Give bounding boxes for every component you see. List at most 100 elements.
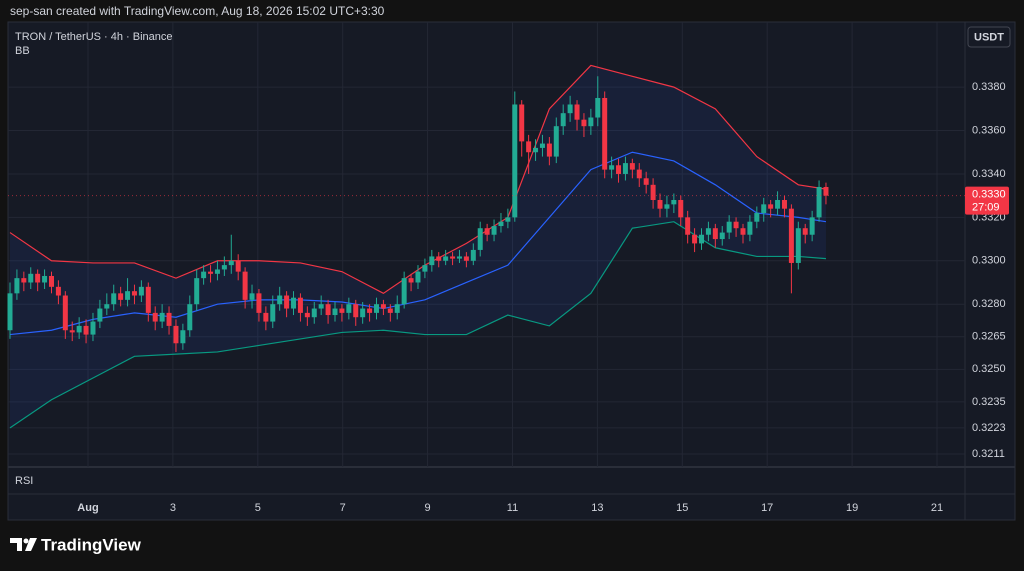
last-price-label: 0.3330	[972, 189, 1006, 201]
y-tick-label: 0.3211	[972, 448, 1005, 460]
candle-body	[470, 249, 476, 261]
candle-body	[380, 304, 386, 309]
candle-body	[339, 308, 345, 313]
candle-body	[761, 204, 767, 214]
candle-body	[602, 97, 608, 170]
candle-body	[692, 234, 698, 244]
candle-body	[55, 286, 61, 296]
candle-body	[699, 234, 704, 244]
candle-body	[90, 321, 96, 335]
x-tick-label: 15	[676, 502, 688, 514]
candle-body	[768, 204, 774, 209]
chart-panel	[7, 21, 1016, 521]
candle-body	[512, 104, 518, 218]
candle-body	[263, 312, 269, 322]
candle-body	[242, 271, 248, 300]
candle-body	[477, 228, 483, 250]
candle-body	[360, 308, 366, 318]
candle-body	[788, 208, 794, 263]
candle-body	[422, 265, 428, 272]
candle-body	[450, 256, 456, 259]
candle-body	[567, 104, 573, 114]
x-tick-label: 17	[761, 502, 773, 514]
candle-body	[97, 308, 103, 322]
candle-body	[463, 256, 469, 261]
candle-body	[456, 256, 462, 259]
candle-body	[35, 273, 41, 283]
candle-body	[284, 295, 290, 309]
candle-body	[304, 312, 310, 318]
candle-body	[208, 271, 214, 274]
candle-body	[781, 200, 787, 209]
candle-body	[187, 304, 193, 331]
candle-body	[291, 297, 297, 309]
candle-body	[346, 304, 352, 313]
candle-body	[14, 278, 20, 294]
candle-body	[816, 186, 822, 218]
candle-body	[373, 304, 379, 313]
candle-body	[588, 117, 594, 127]
x-tick-label: 19	[846, 502, 858, 514]
candle-body	[595, 97, 601, 118]
candle-body	[740, 228, 746, 235]
candle-body	[415, 271, 421, 283]
candle-body	[83, 325, 89, 335]
candle-body	[733, 221, 739, 229]
candle-body	[643, 178, 649, 185]
candle-body	[256, 293, 262, 313]
candle-body	[214, 269, 220, 274]
candle-body	[145, 286, 151, 313]
candle-body	[622, 163, 628, 174]
candle-body	[491, 226, 497, 235]
candle-body	[650, 184, 656, 200]
candle-body	[629, 163, 635, 170]
x-tick-label: 13	[591, 502, 603, 514]
candle-body	[754, 213, 760, 222]
countdown-label: 27:09	[972, 202, 1000, 214]
candle-body	[443, 256, 449, 261]
candle-body	[574, 104, 580, 120]
y-tick-label: 0.3223	[972, 422, 1006, 434]
candle-body	[581, 119, 587, 127]
candle-body	[802, 228, 808, 235]
brand-text: TradingView	[41, 535, 142, 554]
candle-body	[48, 275, 54, 287]
candle-body	[131, 291, 137, 296]
candle-body	[505, 217, 511, 222]
candle-body	[311, 308, 317, 318]
candle-body	[560, 113, 566, 127]
logo-icon	[25, 538, 37, 551]
y-tick-label: 0.3250	[972, 363, 1006, 375]
x-tick-label: 21	[931, 502, 943, 514]
candle-body	[726, 221, 732, 233]
candle-body	[76, 325, 82, 333]
candle-body	[104, 304, 110, 309]
candle-body	[795, 228, 801, 263]
candle-body	[297, 297, 303, 313]
last-price-tag	[965, 186, 1009, 215]
candle-body	[28, 273, 34, 283]
currency-button[interactable]	[967, 26, 1011, 48]
candle-body	[809, 217, 815, 235]
y-tick-label: 0.3340	[972, 168, 1006, 180]
logo-icon	[10, 538, 22, 551]
candle-body	[387, 308, 393, 313]
candle-body	[533, 147, 539, 153]
candle-body	[747, 221, 753, 235]
candle-body	[539, 143, 545, 148]
y-tick-label: 0.3265	[972, 331, 1006, 343]
y-tick-label: 0.3280	[972, 298, 1006, 310]
candle-body	[657, 200, 663, 209]
candle-body	[546, 143, 552, 157]
y-tick-label: 0.3360	[972, 124, 1006, 136]
candle-body	[408, 278, 414, 283]
candle-body	[125, 291, 131, 300]
brand-logo: TradingView	[10, 535, 142, 554]
y-tick-label: 0.3235	[972, 396, 1006, 408]
currency-label[interactable]: USDT	[974, 31, 1004, 43]
candle-body	[228, 260, 234, 266]
candle-body	[616, 165, 622, 174]
y-tick-label: 0.3300	[972, 255, 1006, 267]
header-text: sep-san created with TradingView.com, Au…	[10, 4, 385, 18]
candle-body	[21, 278, 27, 283]
